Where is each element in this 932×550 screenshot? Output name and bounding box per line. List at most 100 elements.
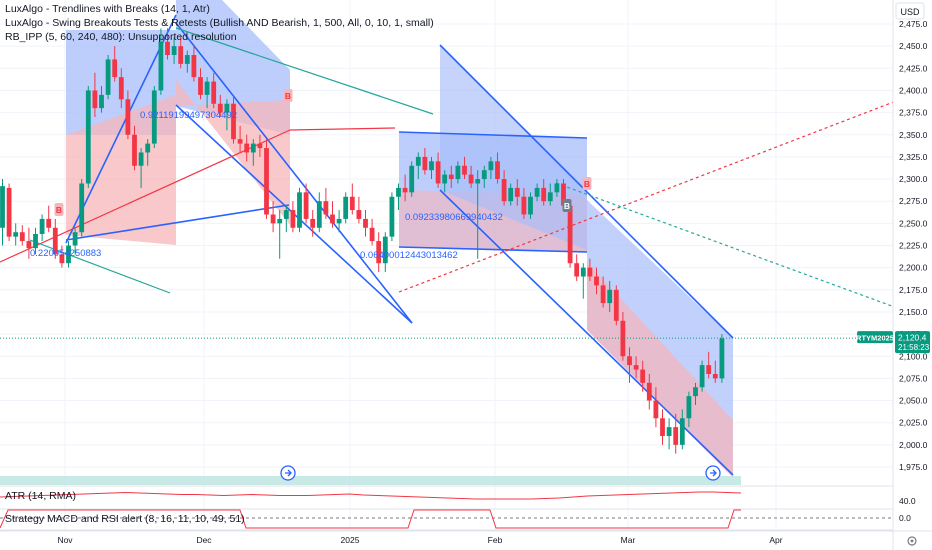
candle xyxy=(204,81,210,95)
candle xyxy=(666,427,672,436)
price-tag-bg xyxy=(895,331,930,354)
candle xyxy=(488,161,494,171)
candle xyxy=(660,418,665,436)
candle xyxy=(561,183,566,206)
candle xyxy=(415,156,421,166)
channel-label: 0.220054250883 xyxy=(30,248,101,259)
strategy-pane-label[interactable]: Strategy MACD and RSI alert (8, 16, 11, … xyxy=(5,513,245,525)
price-axis[interactable]: 2,475.0 2,450.0 2,425.0 2,400.0 2,375.0 2,350… xyxy=(856,0,932,550)
signal-marker: B xyxy=(283,89,293,102)
candle xyxy=(79,183,85,233)
candle xyxy=(396,187,401,197)
candle xyxy=(528,196,533,215)
candle xyxy=(600,285,606,304)
candle xyxy=(633,365,639,370)
candle xyxy=(26,241,32,249)
currency-badge: USD xyxy=(895,2,925,20)
channel-upper-line xyxy=(65,14,177,244)
candle xyxy=(112,59,118,78)
signal-marker-label: B xyxy=(584,179,590,189)
indicator-legend-swing-breakouts[interactable]: LuxAlgo - Swing Breakouts Tests & Retest… xyxy=(5,17,434,29)
signal-marker-bg xyxy=(582,177,592,190)
signal-marker-label: B xyxy=(564,201,570,211)
indicator-legend-rb-ipp[interactable]: RB_IPP (5, 60, 240, 480): Unsupported re… xyxy=(5,31,237,43)
candle xyxy=(105,59,111,95)
candle xyxy=(290,210,296,228)
settings-gear-icon xyxy=(907,536,917,546)
bearish-zone xyxy=(66,95,176,245)
candle xyxy=(349,196,355,211)
candle xyxy=(356,210,362,219)
price-tick-label: 2,400.0 xyxy=(899,85,928,95)
candle xyxy=(501,179,507,202)
signal-marker-bg xyxy=(283,89,293,102)
channel-upper-line xyxy=(175,22,413,324)
candle xyxy=(409,165,415,193)
time-tick-label: Apr xyxy=(769,535,782,545)
candle xyxy=(211,81,217,104)
price-tick-label: 2,250.0 xyxy=(899,218,928,228)
scroll-arrow-icon xyxy=(280,465,296,481)
candle xyxy=(297,192,302,228)
candle xyxy=(567,205,573,264)
teal-trend-line-dashed xyxy=(555,182,931,321)
candle xyxy=(521,196,527,215)
candle xyxy=(33,233,38,249)
candle xyxy=(85,90,91,184)
candle xyxy=(198,77,203,95)
candle xyxy=(231,103,236,140)
red-trend-line xyxy=(0,129,291,263)
candle xyxy=(607,289,613,304)
candle xyxy=(158,41,164,91)
channel-label: 0.92119199497304492 xyxy=(140,110,237,121)
candle xyxy=(481,170,487,180)
candle xyxy=(46,218,52,228)
price-tick-label: 2,450.0 xyxy=(899,41,928,51)
candle xyxy=(534,187,540,197)
atr-pane-label[interactable]: ATR (14, RMA) xyxy=(5,490,76,502)
price-tag-value: 2,120.4 xyxy=(898,333,927,343)
channel-fill-blue xyxy=(176,0,290,135)
signal-marker-bg xyxy=(562,199,572,212)
signal-marker-bg xyxy=(54,203,64,216)
candle xyxy=(686,396,692,419)
candle xyxy=(39,218,45,234)
candle xyxy=(217,103,223,113)
red-trend-line xyxy=(289,127,396,131)
time-tick-label: 2025 xyxy=(341,535,360,545)
candle xyxy=(613,289,619,321)
zone-top-line xyxy=(398,131,588,139)
candle xyxy=(514,187,520,197)
time-axis[interactable]: Nov Dec 2025 Feb Mar Apr xyxy=(0,530,932,546)
candle xyxy=(646,382,652,401)
teal-trend-line xyxy=(175,27,434,115)
candle xyxy=(72,232,78,246)
candle xyxy=(165,41,170,56)
atr-axis-value: 40.0 xyxy=(899,496,916,506)
channel-fill-red xyxy=(587,262,733,478)
candle xyxy=(554,183,560,193)
indicator-legend-trendlines[interactable]: LuxAlgo - Trendlines with Breaks (14, 1,… xyxy=(5,3,210,15)
price-tick-label: 2,200.0 xyxy=(899,263,928,273)
candle xyxy=(145,143,151,153)
symbol-price-tag: RTYM2025 2,120.421:58:23 xyxy=(856,331,930,354)
time-tick-label: Dec xyxy=(196,535,212,545)
candle xyxy=(455,165,461,180)
channel-label: 0.09233980669940432 xyxy=(405,212,503,223)
signal-marker-label: B xyxy=(56,205,62,215)
candle xyxy=(640,369,646,383)
price-tick-label: 2,175.0 xyxy=(899,285,928,295)
candle xyxy=(541,187,547,202)
candle xyxy=(673,427,679,445)
candle xyxy=(171,46,177,56)
candle xyxy=(270,214,276,224)
candle xyxy=(376,241,382,264)
candle xyxy=(462,165,467,175)
trend-lines xyxy=(0,14,931,476)
candle xyxy=(125,99,131,135)
symbol-tag-label: RTYM2025 xyxy=(856,334,894,343)
candle xyxy=(191,55,197,78)
candle xyxy=(336,218,342,224)
signal-marker: B xyxy=(582,177,592,190)
